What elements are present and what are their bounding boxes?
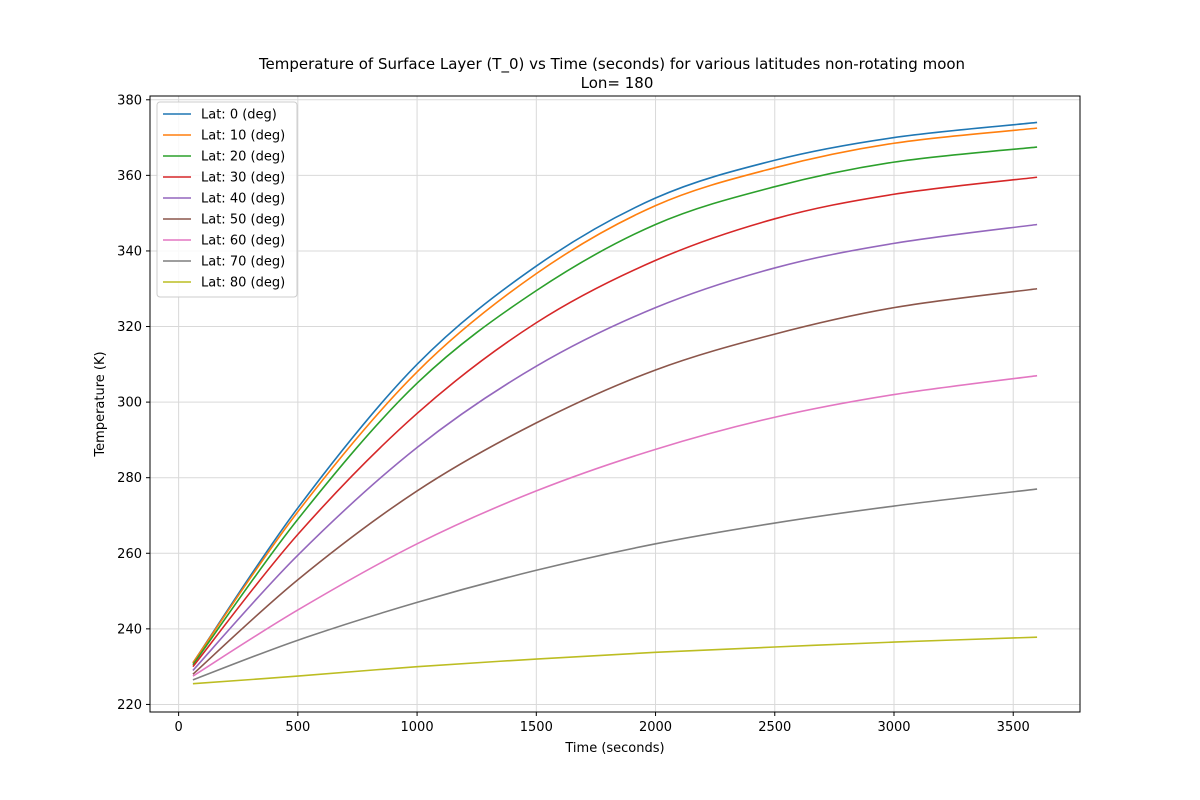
x-tick-label: 2000	[639, 720, 672, 735]
y-tick-label: 280	[117, 471, 142, 486]
legend-box	[156, 101, 298, 298]
legend-entry: Lat: 10 (deg)	[201, 129, 285, 144]
series-line-8	[192, 636, 1038, 685]
x-tick-label: 1500	[520, 720, 553, 735]
x-tick-label: 3000	[877, 720, 910, 735]
series-line-4	[192, 223, 1038, 671]
series-line-1	[192, 127, 1038, 664]
plot-frame	[149, 95, 1081, 713]
legend-entry: Lat: 50 (deg)	[201, 213, 285, 228]
legend-entry: Lat: 80 (deg)	[201, 276, 285, 291]
chart-subtitle: Lon= 180	[581, 74, 654, 92]
x-tick-label: 0	[174, 720, 182, 735]
grid	[150, 96, 1080, 712]
x-tick-label: 1000	[401, 720, 434, 735]
axis-ticks: 0 500 1000 1500 2000 2500 3000 3500 220 240 260 280…	[117, 93, 1030, 735]
x-tick-label: 500	[285, 720, 310, 735]
y-axis-label: Temperature (K)	[93, 351, 108, 457]
y-tick-label: 320	[117, 320, 142, 335]
legend-entry: Lat: 60 (deg)	[201, 234, 285, 249]
legend: Lat: 0 (deg) Lat: 10 (deg) Lat: 20 (deg) La…	[156, 101, 298, 298]
x-tick-label: 3500	[997, 720, 1030, 735]
y-tick-label: 340	[117, 244, 142, 259]
legend-entry: Lat: 20 (deg)	[201, 150, 285, 165]
series-line-7	[192, 488, 1038, 681]
y-tick-label: 380	[117, 93, 142, 108]
series-line-5	[192, 287, 1038, 675]
x-axis-label: Time (seconds)	[564, 741, 664, 756]
chart-title: Temperature of Surface Layer (T_0) vs Ti…	[258, 55, 965, 74]
y-tick-label: 260	[117, 547, 142, 562]
x-tick-label: 2500	[758, 720, 791, 735]
legend-entry: Lat: 30 (deg)	[201, 171, 285, 186]
series-lines	[192, 121, 1038, 685]
y-tick-label: 240	[117, 622, 142, 637]
series-line-0	[192, 121, 1038, 664]
series-line-3	[192, 176, 1038, 668]
legend-entry: Lat: 40 (deg)	[201, 192, 285, 207]
y-tick-label: 360	[117, 169, 142, 184]
y-tick-label: 220	[117, 698, 142, 713]
series-line-6	[192, 374, 1038, 677]
series-line-2	[192, 146, 1038, 666]
y-tick-label: 300	[117, 396, 142, 411]
legend-entry: Lat: 0 (deg)	[201, 108, 277, 123]
legend-entry: Lat: 70 (deg)	[201, 255, 285, 270]
